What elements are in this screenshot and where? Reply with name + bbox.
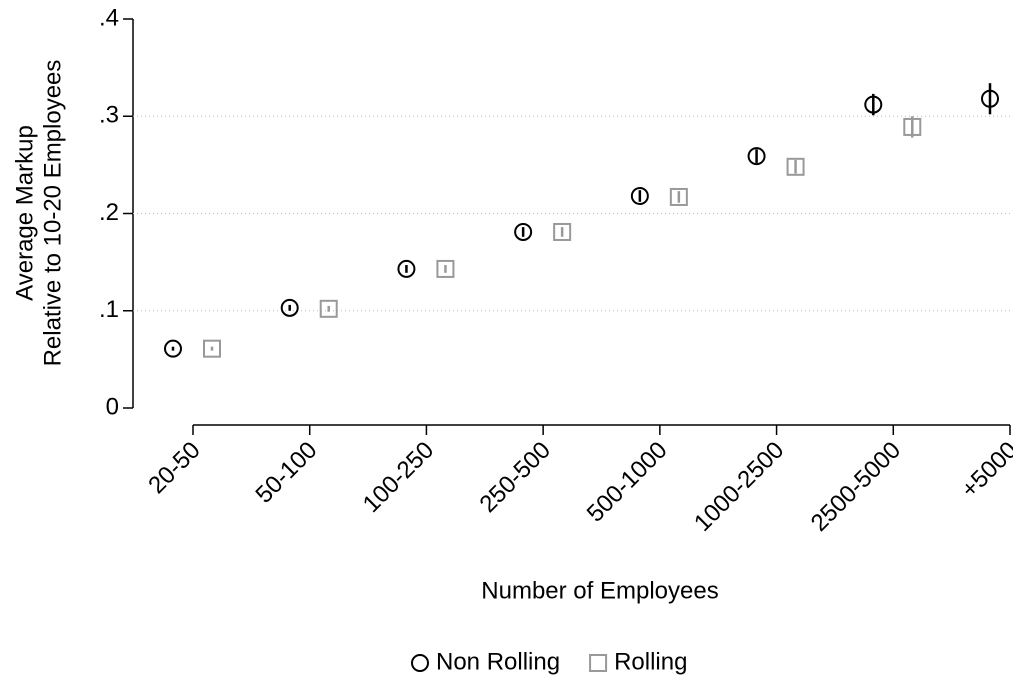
y-tick-label: .1: [99, 296, 119, 323]
marker: [669, 187, 688, 206]
legend-label: Non Rolling: [436, 648, 560, 675]
marker: [203, 339, 221, 358]
y-tick-label: .4: [99, 4, 119, 31]
y-axis-title: Average Markup: [11, 125, 38, 301]
x-tick-label: 500-1000: [582, 437, 673, 528]
marker: [553, 222, 572, 241]
marker: [747, 147, 766, 166]
legend-marker: [411, 654, 429, 672]
marker: [436, 259, 455, 278]
marker: [397, 259, 416, 278]
x-axis-title: Number of Employees: [481, 577, 718, 604]
marker: [319, 299, 338, 318]
x-tick-label: +5000: [956, 437, 1013, 504]
x-tick-label: 2500-5000: [806, 437, 906, 537]
x-tick-label: 250-500: [474, 437, 555, 518]
x-tick-label: 1000-2500: [689, 437, 789, 537]
marker: [164, 339, 182, 358]
marker: [280, 298, 299, 317]
marker: [630, 186, 649, 205]
marker: [786, 157, 805, 176]
legend-label: Rolling: [614, 648, 687, 675]
y-tick-label: .2: [99, 199, 119, 226]
marker: [514, 222, 533, 241]
y-tick-label: .3: [99, 102, 119, 129]
x-tick-label: 50-100: [251, 437, 323, 509]
y-axis-title: Relative to 10-20 Employees: [39, 60, 66, 367]
x-tick-label: 20-50: [143, 437, 206, 500]
legend-marker: [589, 654, 608, 672]
y-tick-label: 0: [106, 393, 119, 420]
x-tick-label: 100-250: [358, 437, 439, 518]
